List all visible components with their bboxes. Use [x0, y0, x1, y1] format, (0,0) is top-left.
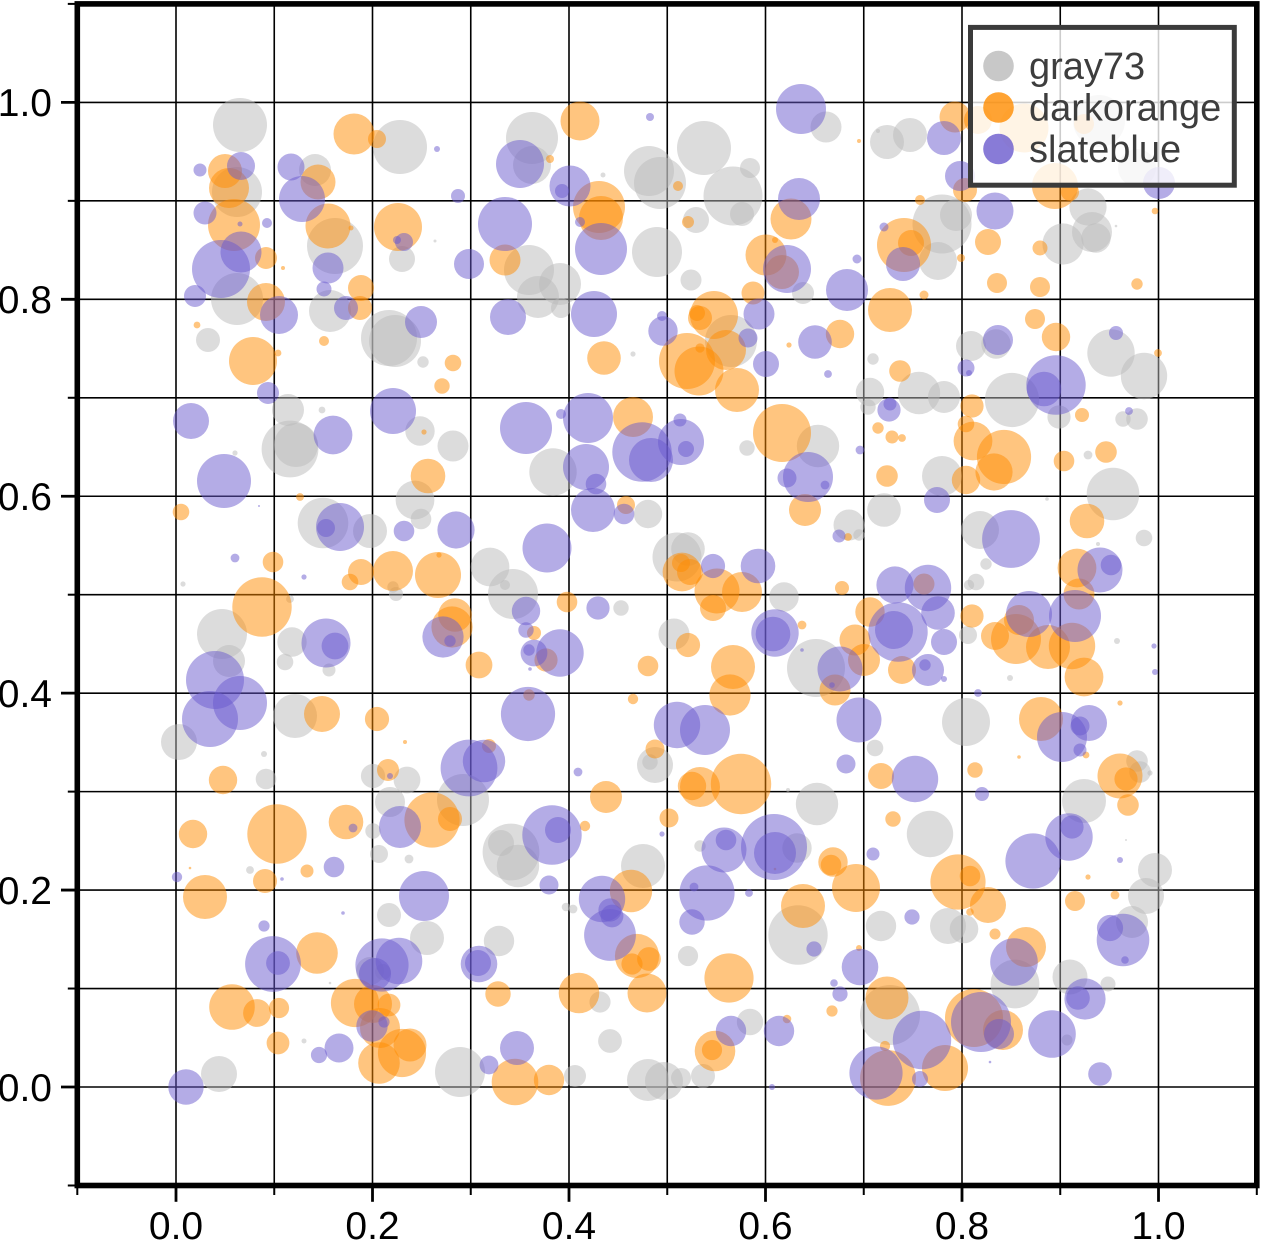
- svg-text:0.8: 0.8: [0, 279, 52, 322]
- svg-text:darkorange: darkorange: [1029, 88, 1221, 130]
- svg-text:0.0: 0.0: [0, 1067, 52, 1110]
- svg-text:0.4: 0.4: [542, 1205, 596, 1240]
- svg-text:slateblue: slateblue: [1029, 129, 1181, 171]
- svg-text:0.2: 0.2: [345, 1205, 399, 1240]
- svg-text:0.2: 0.2: [0, 870, 52, 913]
- svg-text:0.6: 0.6: [738, 1205, 792, 1240]
- svg-text:gray73: gray73: [1029, 46, 1145, 88]
- svg-text:0.8: 0.8: [935, 1205, 989, 1240]
- svg-text:0.4: 0.4: [0, 673, 52, 716]
- svg-text:1.0: 1.0: [1131, 1205, 1185, 1240]
- svg-text:1.0: 1.0: [0, 82, 52, 125]
- svg-text:0.6: 0.6: [0, 476, 52, 519]
- svg-text:0.0: 0.0: [149, 1205, 203, 1240]
